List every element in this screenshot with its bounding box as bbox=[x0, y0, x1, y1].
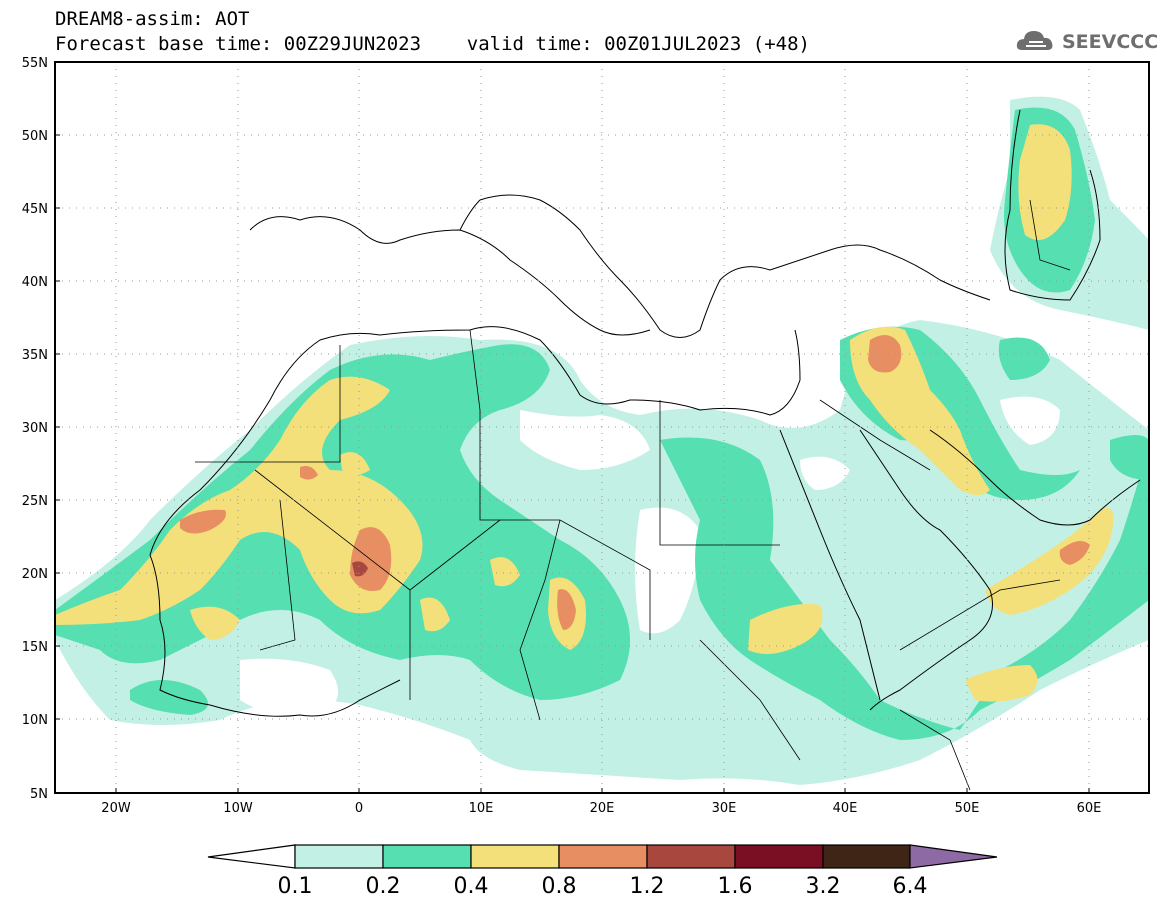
colorbar-swatch bbox=[470, 844, 560, 869]
lon-label: 50E bbox=[955, 801, 980, 816]
colorbar-label: 0.1 bbox=[278, 874, 313, 899]
lat-label: 5N bbox=[30, 787, 48, 802]
colorbar-label: 1.2 bbox=[630, 874, 665, 899]
lon-label: 20E bbox=[590, 801, 615, 816]
colorbar-swatch bbox=[734, 844, 824, 869]
borders bbox=[195, 199, 1071, 791]
lon-label: 60E bbox=[1077, 801, 1102, 816]
lon-label: 0 bbox=[355, 801, 363, 816]
colorbar-swatch bbox=[646, 844, 736, 869]
aot-below-0.1 bbox=[240, 396, 1060, 716]
cloud-icon bbox=[1016, 31, 1053, 50]
lat-label: 55N bbox=[22, 56, 48, 71]
lat-axis: 55N 50N 45N 40N 35N 30N 25N 20N 15N 10N … bbox=[22, 56, 60, 802]
lat-label: 30N bbox=[22, 421, 48, 436]
lat-label: 35N bbox=[22, 348, 48, 363]
colorbar-swatch bbox=[294, 844, 384, 869]
map-title: DREAM8-assim: AOT bbox=[55, 8, 250, 30]
lat-label: 40N bbox=[22, 275, 48, 290]
colorbar-label: 0.8 bbox=[542, 874, 577, 899]
colorbar-swatch bbox=[382, 844, 472, 869]
lon-label: 40E bbox=[833, 801, 858, 816]
lat-label: 50N bbox=[22, 129, 48, 144]
colorbar-under-arrow bbox=[207, 844, 296, 869]
colorbar-label: 1.6 bbox=[718, 874, 753, 899]
colorbar: 0.1 0.2 0.4 0.8 1.2 1.6 3.2 6.4 bbox=[207, 844, 998, 899]
colorbar-label: 3.2 bbox=[806, 874, 841, 899]
lat-label: 15N bbox=[22, 640, 48, 655]
logo-text: SEEVCCC bbox=[1062, 31, 1159, 53]
colorbar-label: 0.4 bbox=[454, 874, 489, 899]
lon-label: 10W bbox=[223, 801, 253, 816]
lat-label: 25N bbox=[22, 494, 48, 509]
lon-label: 20W bbox=[101, 801, 131, 816]
lat-label: 45N bbox=[22, 202, 48, 217]
lat-label: 10N bbox=[22, 713, 48, 728]
colorbar-over-arrow bbox=[909, 844, 998, 869]
lon-label: 10E bbox=[469, 801, 494, 816]
colorbar-swatch bbox=[558, 844, 648, 869]
coastlines bbox=[149, 109, 1141, 717]
colorbar-label: 0.2 bbox=[366, 874, 401, 899]
lon-label: 30E bbox=[712, 801, 737, 816]
forecast-times: Forecast base time: 00Z29JUN2023 valid t… bbox=[55, 33, 810, 55]
lat-label: 20N bbox=[22, 567, 48, 582]
grid-lines bbox=[55, 62, 1149, 793]
lon-axis: 20W 10W 0 10E 20E 30E 40E 50E 60E bbox=[101, 788, 1101, 816]
colorbar-label: 6.4 bbox=[893, 874, 928, 899]
colorbar-swatch bbox=[822, 844, 911, 869]
